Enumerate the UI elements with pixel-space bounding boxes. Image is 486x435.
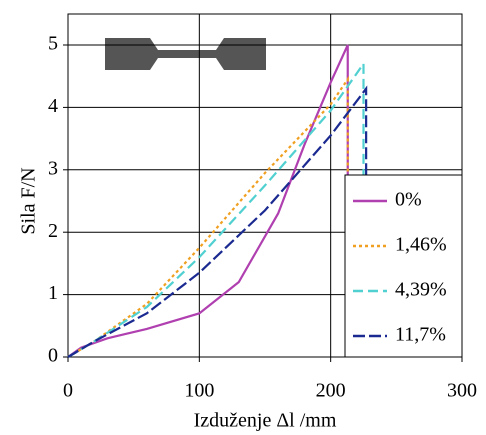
series-line xyxy=(67,60,365,358)
series-line xyxy=(67,44,349,358)
legend-box xyxy=(344,174,463,358)
y-tick-label: 4 xyxy=(48,95,58,117)
x-tick-label: 0 xyxy=(63,380,73,402)
legend-label: 11,7% xyxy=(395,324,446,346)
series-line xyxy=(67,75,349,358)
x-tick-label: 300 xyxy=(447,380,477,402)
y-tick-label: 2 xyxy=(48,220,58,242)
legend-label: 4,39% xyxy=(395,279,447,301)
specimen-photo xyxy=(105,38,266,70)
y-tick-label: 0 xyxy=(48,345,58,367)
y-tick-label: 3 xyxy=(48,157,58,179)
y-tick-label: 1 xyxy=(48,282,58,304)
legend-label: 0% xyxy=(395,189,422,211)
legend-label: 1,46% xyxy=(395,234,447,256)
x-tick-label: 200 xyxy=(316,380,346,402)
x-tick-label: 100 xyxy=(184,380,214,402)
x-axis-label: Izduženje Δl /mm xyxy=(194,410,337,432)
y-tick-label: 5 xyxy=(48,33,58,55)
y-axis-label: Sila F/N xyxy=(18,167,40,234)
series-line xyxy=(67,85,368,358)
